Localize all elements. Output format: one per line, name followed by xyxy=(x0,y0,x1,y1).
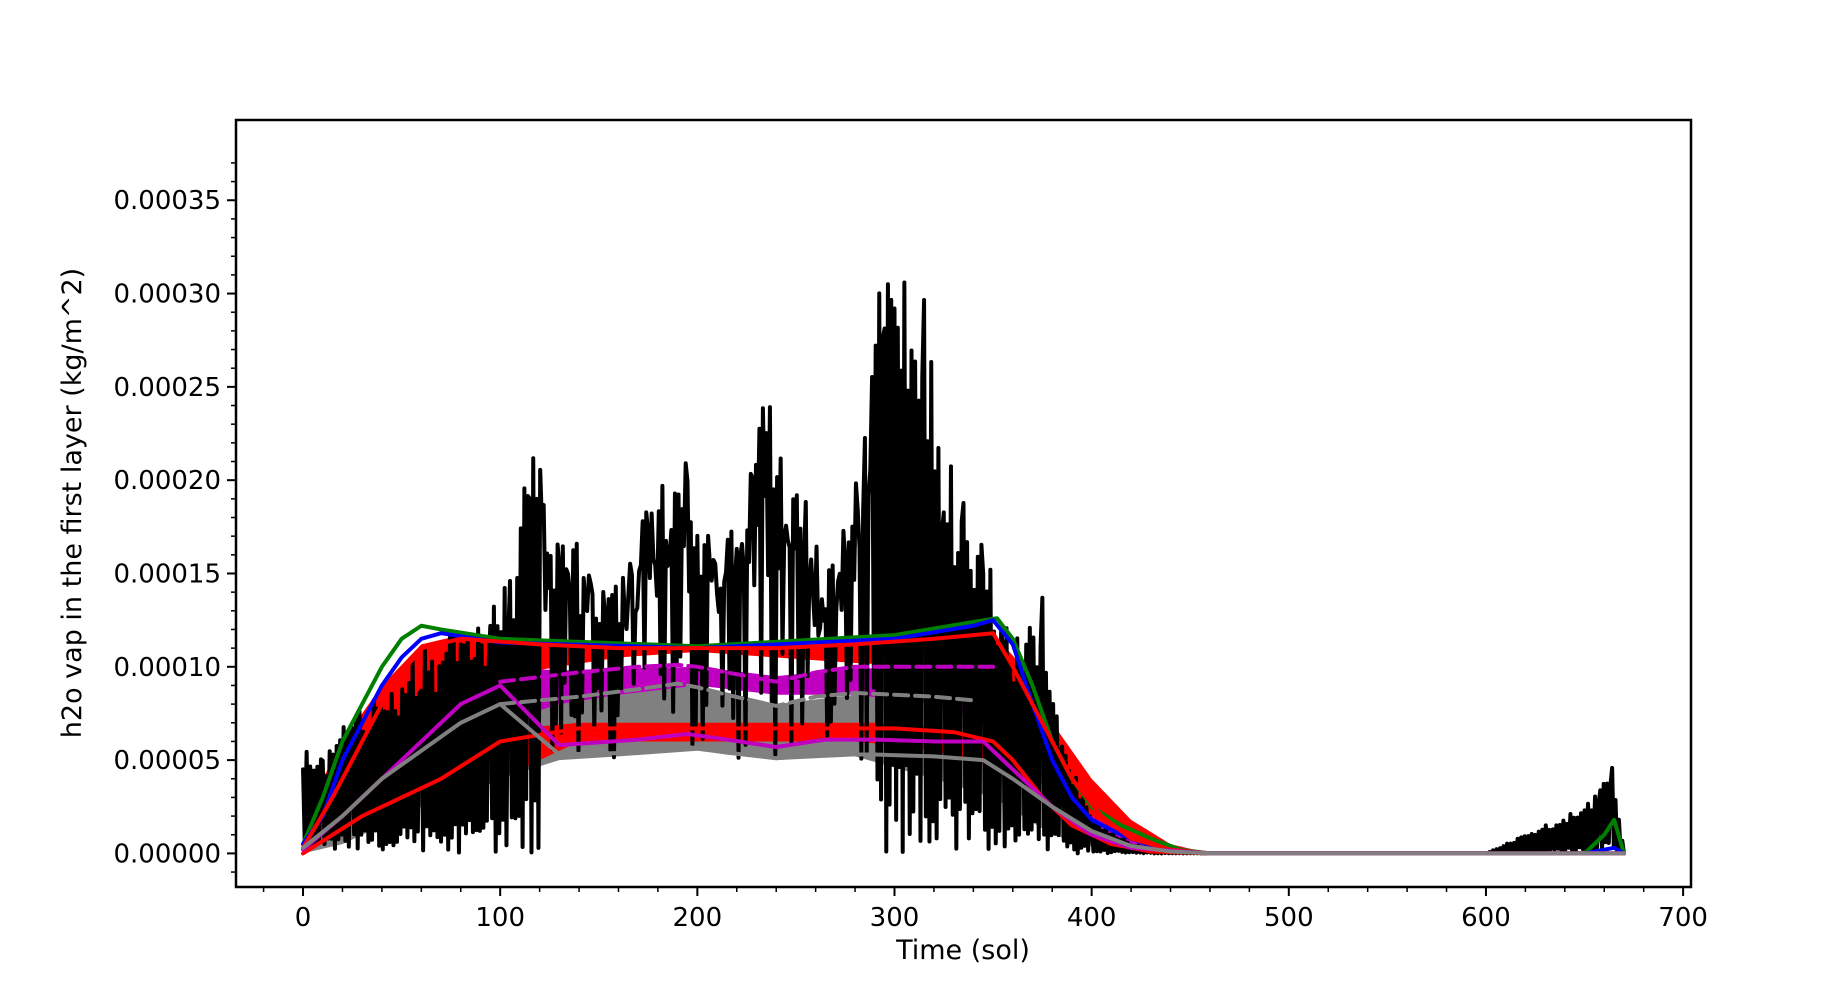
series-line-8 xyxy=(301,702,1626,856)
y-axis-label: h2o vap in the first layer (kg/m^2) xyxy=(57,268,88,738)
x-axis-label: Time (sol) xyxy=(895,935,1030,966)
y-tick-label: 0.00025 xyxy=(113,373,221,403)
series-line-4 xyxy=(301,726,1626,856)
series-line-7 xyxy=(498,681,976,708)
x-tick-label: 300 xyxy=(870,903,920,933)
x-tick-label: 400 xyxy=(1067,903,1117,933)
x-tick-label: 500 xyxy=(1264,903,1314,933)
series-line-5 xyxy=(498,662,996,684)
x-tick-label: 0 xyxy=(295,903,312,933)
x-tick-label: 700 xyxy=(1658,903,1708,933)
x-axis: 0 100 200 300 400 500 600 700 xyxy=(262,887,1708,933)
y-tick-label: 0.00020 xyxy=(113,466,221,496)
x-tick-label: 600 xyxy=(1461,903,1511,933)
y-tick-label: 0.00015 xyxy=(113,559,221,589)
series-line-6 xyxy=(301,683,1626,856)
plot-frame xyxy=(234,118,1693,889)
x-tick-label: 200 xyxy=(673,903,723,933)
y-tick-label: 0.00005 xyxy=(113,746,221,776)
y-tick-label: 0.00010 xyxy=(113,653,221,683)
y-tick-label: 0.00035 xyxy=(113,186,221,216)
y-tick-label: 0.00000 xyxy=(113,839,221,869)
y-axis: 0.00000 0.00005 0.00010 0.00015 0.00020 0.000… xyxy=(113,162,236,873)
y-tick-label: 0.00030 xyxy=(113,280,221,310)
series-line-3 xyxy=(301,631,1626,856)
series-layer xyxy=(301,280,1626,856)
x-tick-label: 100 xyxy=(475,903,525,933)
